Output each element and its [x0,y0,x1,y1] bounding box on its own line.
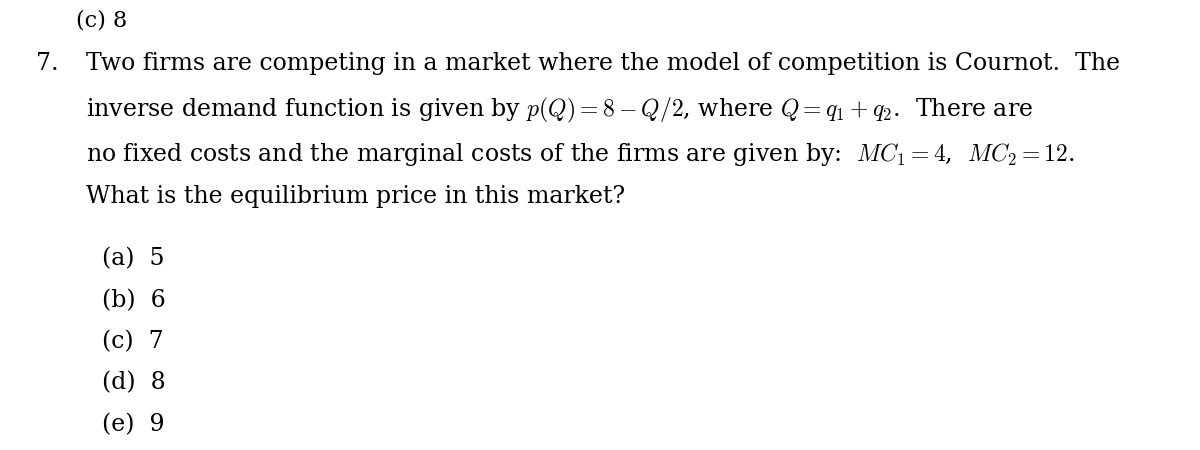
Text: 7.: 7. [36,52,59,75]
Text: no fixed costs and the marginal costs of the firms are given by:  $MC_1 = 4$,  $: no fixed costs and the marginal costs of… [86,141,1075,168]
Text: (d)  8: (d) 8 [102,371,166,395]
Text: (b)  6: (b) 6 [102,289,166,312]
Text: (a)  5: (a) 5 [102,248,164,270]
Text: (e)  9: (e) 9 [102,413,164,436]
Text: inverse demand function is given by $p(Q) = 8 - Q/2$, where $Q = q_1 + q_2$.  Th: inverse demand function is given by $p(Q… [86,96,1033,126]
Text: (c)  7: (c) 7 [102,330,163,353]
Text: Two firms are competing in a market where the model of competition is Cournot.  : Two firms are competing in a market wher… [86,52,1121,75]
Text: (c) 8: (c) 8 [77,9,127,31]
Text: What is the equilibrium price in this market?: What is the equilibrium price in this ma… [86,185,625,208]
